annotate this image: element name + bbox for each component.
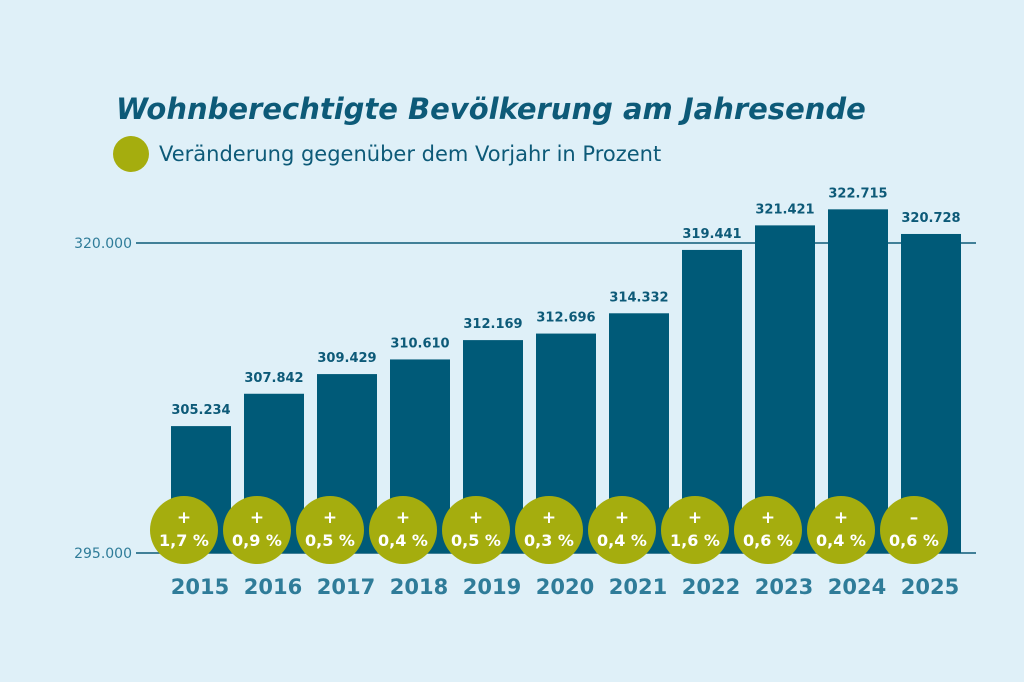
change-label: 0,4 % (378, 531, 428, 550)
data-label: 312.169 (463, 317, 522, 332)
change-label: 0,4 % (597, 531, 647, 550)
change-label: 1,6 % (670, 531, 720, 550)
data-label: 305.234 (171, 403, 230, 418)
change-sign: + (177, 508, 191, 528)
change-circle (515, 496, 583, 564)
change-circle (880, 496, 948, 564)
change-circle (807, 496, 875, 564)
bar (828, 209, 888, 554)
change-sign: – (910, 508, 919, 528)
change-sign: + (396, 508, 410, 528)
change-circle (369, 496, 437, 564)
chart-title: Wohnberechtigte Bevölkerung am Jahresend… (116, 92, 866, 126)
x-tick-label: 2022 (682, 575, 740, 599)
change-sign: + (542, 508, 556, 528)
change-circle (223, 496, 291, 564)
x-tick-label: 2019 (463, 575, 521, 599)
change-sign: + (615, 508, 629, 528)
data-label: 322.715 (828, 186, 887, 201)
change-label: 0,6 % (889, 531, 939, 550)
change-label: 0,5 % (305, 531, 355, 550)
legend-label: Veränderung gegenüber dem Vorjahr in Pro… (159, 142, 662, 166)
change-label: 1,7 % (159, 531, 209, 550)
change-sign: + (834, 508, 848, 528)
x-tick-label: 2020 (536, 575, 594, 599)
data-label: 319.441 (682, 227, 741, 242)
data-label: 309.429 (317, 351, 376, 366)
data-label: 320.728 (901, 211, 960, 226)
x-tick-label: 2015 (171, 575, 229, 599)
x-tick-label: 2021 (609, 575, 667, 599)
change-label: 0,6 % (743, 531, 793, 550)
change-circle (150, 496, 218, 564)
change-sign: + (323, 508, 337, 528)
change-label: 0,3 % (524, 531, 574, 550)
y-tick-label: 320.000 (74, 236, 132, 252)
x-tick-label: 2017 (317, 575, 375, 599)
change-sign: + (761, 508, 775, 528)
change-sign: + (469, 508, 483, 528)
x-tick-label: 2016 (244, 575, 302, 599)
change-circle (661, 496, 729, 564)
x-tick-label: 2023 (755, 575, 813, 599)
legend-circle-marker (113, 136, 149, 172)
change-circle (734, 496, 802, 564)
data-label: 312.696 (536, 311, 595, 326)
x-tick-label: 2018 (390, 575, 448, 599)
change-circle (442, 496, 510, 564)
legend: Veränderung gegenüber dem Vorjahr in Pro… (113, 136, 661, 172)
change-sign: + (688, 508, 702, 528)
change-sign: + (250, 508, 264, 528)
change-label: 0,9 % (232, 531, 282, 550)
data-label: 310.610 (390, 336, 449, 351)
x-tick-label: 2025 (901, 575, 959, 599)
y-tick-label: 295.000 (74, 546, 132, 562)
x-tick-label: 2024 (828, 575, 886, 599)
data-label: 314.332 (609, 290, 668, 305)
change-circle (588, 496, 656, 564)
data-label: 307.842 (244, 371, 303, 386)
change-label: 0,4 % (816, 531, 866, 550)
change-label: 0,5 % (451, 531, 501, 550)
change-circle (296, 496, 364, 564)
data-label: 321.421 (755, 202, 814, 217)
